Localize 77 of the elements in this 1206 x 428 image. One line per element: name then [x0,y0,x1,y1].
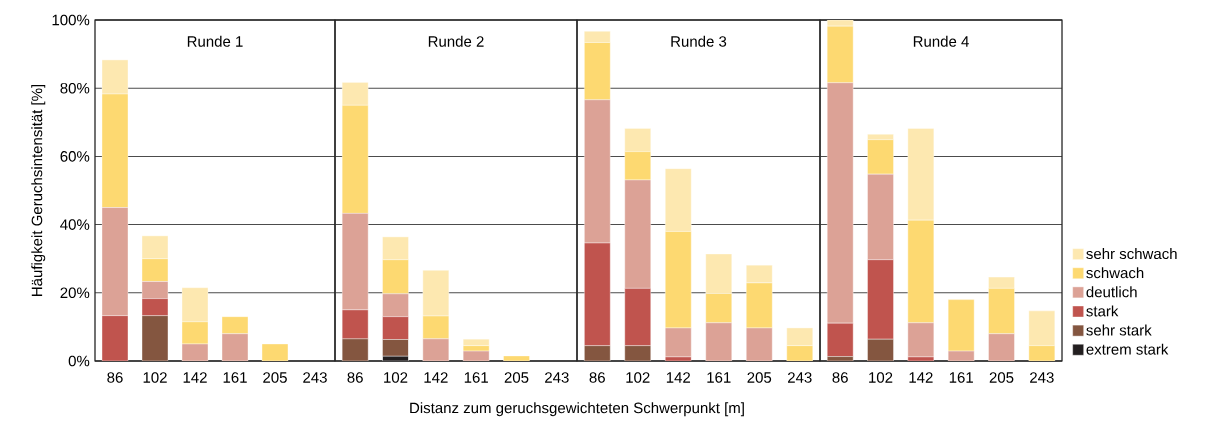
y-tick-label: 0% [68,355,90,367]
y-tick-label: 80% [60,82,90,94]
bar [503,355,530,361]
legend-label: sehr schwach [1086,248,1177,260]
bar [624,151,651,181]
y-tick-label: 60% [60,151,90,162]
bar [746,327,773,361]
bar [665,168,692,232]
x-tick-label: 243 [788,372,812,383]
x-tick-label: 86 [107,372,123,383]
bar [341,338,369,361]
bar [867,139,894,175]
x-tick-label: 142 [909,372,933,383]
x-tick-label: 102 [384,372,408,383]
bar [705,293,732,324]
bar [665,327,692,358]
x-tick-label: 102 [869,372,893,383]
y-tick-label: 100% [52,14,90,26]
legend-label: stark [1086,305,1119,317]
x-tick-label: 161 [707,372,731,383]
bar [584,99,611,244]
legend-label: deutlich [1086,286,1137,298]
x-tick-label: 142 [666,372,691,383]
bar [665,231,692,329]
x-tick-label: 142 [183,372,207,383]
y-tick-label: 40% [60,219,90,230]
x-tick-label: 102 [626,372,650,383]
text: Runde 1 [187,35,243,47]
legend-label: sehr stark [1086,324,1152,336]
text: Runde 4 [913,35,969,47]
bar [907,128,935,221]
x-tick-label: 86 [589,372,605,383]
x-tick-label: 205 [263,372,287,383]
x-tick-label: 161 [949,372,973,383]
bar [867,259,894,340]
bar [624,128,651,152]
bar [181,287,209,322]
x-tick-label: 161 [223,372,247,383]
bar [584,242,611,346]
x-tick-label: 161 [464,372,488,383]
bar [826,25,854,83]
x-tick-label: 205 [989,372,1014,383]
bar [947,299,975,352]
x-tick-label: 86 [347,372,363,383]
bar [826,82,854,324]
bar [382,339,409,357]
bar [624,179,651,289]
bar [988,288,1015,334]
x-tick-label: 205 [504,372,529,383]
bar [584,42,611,100]
bar [988,333,1015,361]
y-tick-label: 20% [60,287,90,299]
text: Runde 3 [671,35,727,47]
legend-label: extrem stark [1086,343,1169,355]
y-axis-title: Häufigkeit Geruchsintensität [%] [31,84,46,296]
x-tick-label: 205 [747,372,772,383]
x-tick-label: 243 [545,372,569,383]
bar [141,235,169,259]
x-tick-label: 243 [303,372,327,383]
bar [907,322,935,358]
legend-label: schwach [1086,267,1144,279]
x-tick-label: 102 [143,372,167,383]
text: Runde 2 [428,35,484,47]
bar [705,253,732,294]
bar [907,219,935,324]
x-tick-label: 142 [424,372,448,383]
bar [746,282,773,329]
x-tick-label: 86 [832,372,848,383]
x-axis-title: Distanz zum geruchsgewichteten Schwerpunkt [m] [410,402,744,417]
x-tick-label: 243 [1030,372,1054,383]
bar [101,93,129,208]
bar [867,173,894,260]
bar [826,322,854,357]
bar [705,322,732,361]
bar [1028,310,1056,346]
bar [624,288,651,346]
bar [746,264,773,284]
